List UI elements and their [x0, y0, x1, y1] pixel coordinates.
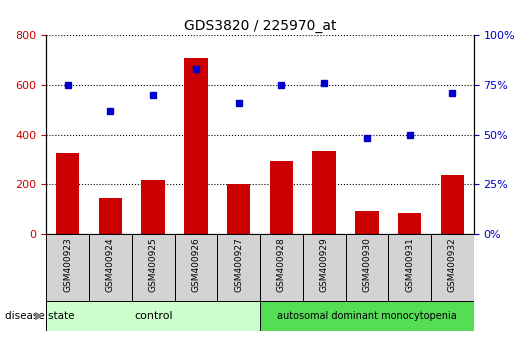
- Bar: [303, 234, 346, 301]
- Text: GSM400928: GSM400928: [277, 237, 286, 292]
- Text: GSM400926: GSM400926: [192, 237, 200, 292]
- Text: GSM400923: GSM400923: [63, 237, 72, 292]
- Bar: [184, 58, 208, 234]
- Bar: [431, 234, 474, 301]
- Text: GSM400931: GSM400931: [405, 237, 414, 292]
- Text: GSM400929: GSM400929: [320, 237, 329, 292]
- Text: GSM400924: GSM400924: [106, 237, 115, 292]
- Text: GSM400932: GSM400932: [448, 237, 457, 292]
- Bar: [441, 175, 464, 234]
- Bar: [99, 198, 122, 234]
- Bar: [270, 161, 293, 234]
- Bar: [175, 234, 217, 301]
- Text: GSM400925: GSM400925: [149, 237, 158, 292]
- Bar: [355, 211, 379, 234]
- Text: autosomal dominant monocytopenia: autosomal dominant monocytopenia: [277, 311, 457, 321]
- Bar: [398, 212, 421, 234]
- Bar: [132, 234, 175, 301]
- Text: disease state: disease state: [5, 311, 75, 321]
- Bar: [89, 234, 132, 301]
- Bar: [260, 301, 474, 331]
- Bar: [388, 234, 431, 301]
- Text: control: control: [134, 311, 173, 321]
- Title: GDS3820 / 225970_at: GDS3820 / 225970_at: [184, 19, 336, 33]
- Bar: [46, 234, 89, 301]
- Bar: [142, 181, 165, 234]
- Bar: [227, 184, 250, 234]
- Text: ▶: ▶: [35, 311, 44, 321]
- Bar: [260, 234, 303, 301]
- Bar: [313, 151, 336, 234]
- Bar: [346, 234, 388, 301]
- Text: GSM400927: GSM400927: [234, 237, 243, 292]
- Bar: [46, 301, 260, 331]
- Bar: [56, 153, 79, 234]
- Bar: [217, 234, 260, 301]
- Text: GSM400930: GSM400930: [363, 237, 371, 292]
